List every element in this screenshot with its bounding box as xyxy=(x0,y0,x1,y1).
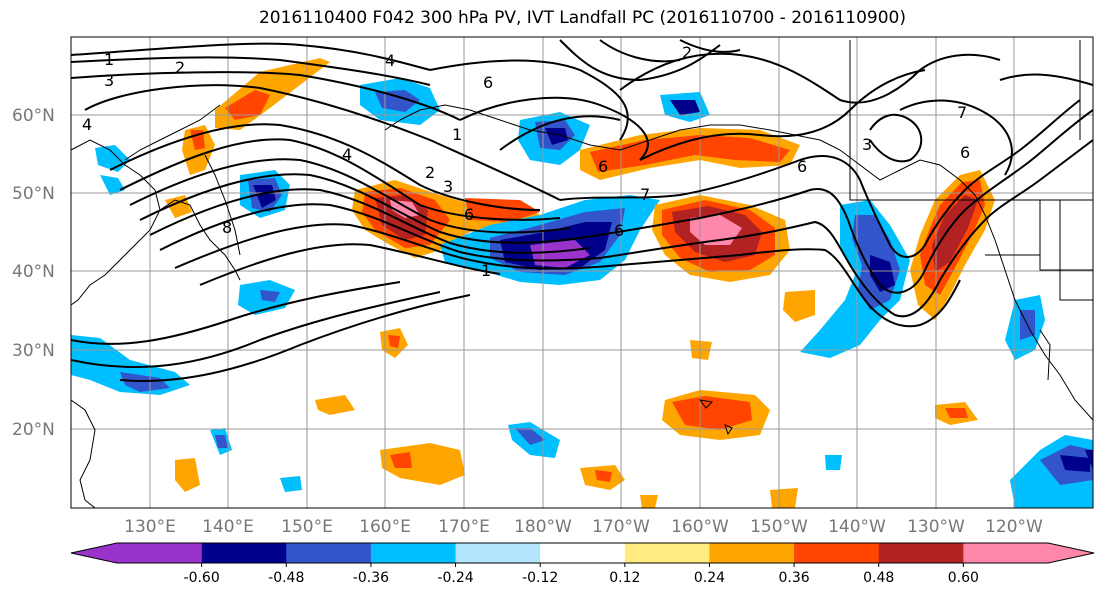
lon-label: 170°E xyxy=(438,517,490,537)
colorbar-tick-label: -0.36 xyxy=(353,570,389,586)
lon-label: 180°W xyxy=(514,517,572,537)
colorbar-tick-label: -0.12 xyxy=(522,570,558,586)
colorbar-tick-label: 0.12 xyxy=(609,570,640,586)
gridlines xyxy=(71,37,1093,508)
colorbar-swatch xyxy=(878,543,964,563)
map-title: 2016110400 F042 300 hPa PV, IVT Landfall… xyxy=(258,8,906,28)
lon-label: 160°E xyxy=(359,517,411,537)
colorbar-swatch xyxy=(455,543,541,563)
contour-labels: 1 2 3 4 6 2 1 4 2 3 6 6 7 6 1 6 8 6 7 3 … xyxy=(82,43,970,280)
colorbar-tick-label: -0.24 xyxy=(437,570,473,586)
lon-label: 160°W xyxy=(671,517,729,537)
colorbar-tick-label: -0.48 xyxy=(268,570,304,586)
lon-label: 150°E xyxy=(281,517,333,537)
lon-label: 130°W xyxy=(907,517,965,537)
colorbar-segments xyxy=(70,542,1095,564)
colorbar-tick-label: 0.48 xyxy=(863,570,894,586)
colorbar-tick-label: 0.60 xyxy=(948,570,979,586)
contour-label: 2 xyxy=(175,58,185,77)
map-frame xyxy=(70,36,1094,509)
contour-label: 4 xyxy=(82,115,92,134)
colorbar-swatch xyxy=(963,543,1094,563)
contour-label: 7 xyxy=(640,185,650,204)
contour-label: 2 xyxy=(682,43,692,62)
colorbar-swatch xyxy=(370,543,457,563)
colorbar-swatch xyxy=(286,543,372,563)
lat-label: 60°N xyxy=(12,106,55,126)
contour-label: 3 xyxy=(862,135,872,154)
contour-label: 6 xyxy=(483,73,493,92)
colorbar-outline xyxy=(70,542,1095,564)
longitude-labels: 130°E 140°E 150°E 160°E 170°E 180°W 170°… xyxy=(124,517,1043,537)
latitude-labels: 60°N 50°N 40°N 30°N 20°N xyxy=(12,106,55,440)
map-plot-area: 1 2 3 4 6 2 1 4 2 3 6 6 7 6 1 6 8 6 7 3 … xyxy=(71,37,1093,508)
lat-label: 20°N xyxy=(12,420,55,440)
lat-label: 40°N xyxy=(12,262,55,282)
contour-label: 1 xyxy=(452,125,462,144)
colorbar: -0.60 -0.48 -0.36 -0.24 -0.12 0.12 0.24 0.36 0.4… xyxy=(70,542,1095,586)
lon-label: 170°W xyxy=(592,517,650,537)
lon-label: 120°W xyxy=(985,517,1043,537)
contour-label: 6 xyxy=(464,205,474,224)
colorbar-swatch xyxy=(709,543,795,563)
lon-label: 130°E xyxy=(124,517,176,537)
contour-label: 4 xyxy=(342,145,352,164)
colorbar-swatch xyxy=(624,543,710,563)
lat-label: 30°N xyxy=(12,341,55,361)
contour-label: 7 xyxy=(957,103,967,122)
lon-label: 140°E xyxy=(202,517,254,537)
colorbar-swatch xyxy=(794,543,880,563)
colorbar-ticks: -0.60 -0.48 -0.36 -0.24 -0.12 0.12 0.24 0.36 0.4… xyxy=(184,563,979,586)
lon-label: 150°W xyxy=(750,517,808,537)
contour-label: 3 xyxy=(443,177,453,196)
contour-label: 1 xyxy=(104,50,114,69)
colorbar-tick-label: -0.60 xyxy=(184,570,220,586)
contour-label: 3 xyxy=(104,71,114,90)
colorbar-tick-label: 0.36 xyxy=(779,570,810,586)
contour-label: 1 xyxy=(481,261,491,280)
contour-label: 6 xyxy=(797,157,807,176)
contour-label: 6 xyxy=(960,143,970,162)
colorbar-swatch xyxy=(201,543,287,563)
lon-label: 140°W xyxy=(828,517,886,537)
pv-contours xyxy=(71,39,1093,382)
contour-label: 8 xyxy=(222,218,232,237)
colorbar-swatch xyxy=(540,543,626,563)
contour-label: 4 xyxy=(385,51,395,70)
colorbar-swatch xyxy=(71,543,202,563)
contour-label: 6 xyxy=(614,221,624,240)
contour-label: 6 xyxy=(598,157,608,176)
contour-label: 2 xyxy=(425,163,435,182)
colorbar-tick-label: 0.24 xyxy=(694,570,725,586)
lat-label: 50°N xyxy=(12,184,55,204)
